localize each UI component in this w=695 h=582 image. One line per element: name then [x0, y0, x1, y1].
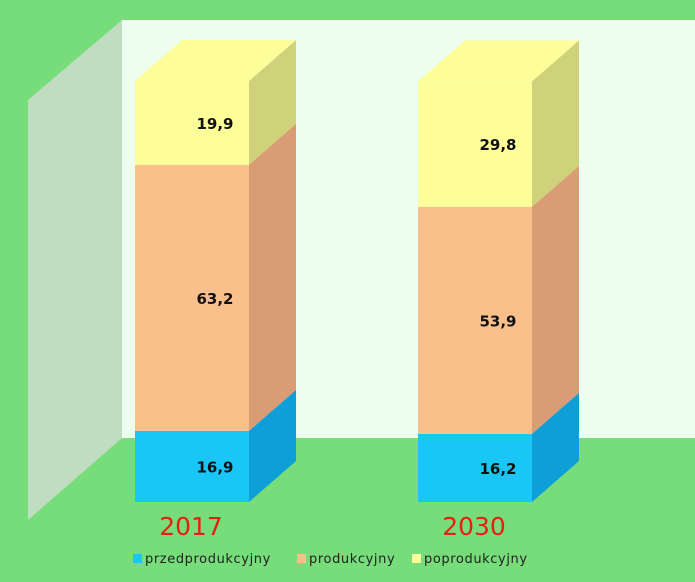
data-label: 53,9	[479, 312, 516, 330]
category-labels: 2017 2030	[159, 512, 506, 541]
data-label: 63,2	[196, 290, 233, 308]
bar-side-face	[249, 389, 296, 502]
data-label: 29,8	[479, 136, 516, 154]
bar-front-face	[135, 81, 249, 165]
legend: przedprodukcyjny produkcyjny poprodukcyjny	[133, 552, 528, 567]
legend-item-przedprodukcyjny: przedprodukcyjny	[133, 552, 271, 567]
bar-side-face	[532, 40, 579, 207]
bar-segment-2017-produkcyjny: 63,2	[135, 123, 296, 431]
bar-segment-2017-poprodukcyjny: 19,9	[135, 40, 296, 165]
side-wall	[28, 20, 122, 520]
legend-label: poprodukcyjny	[424, 552, 528, 567]
bar-front-face	[135, 164, 249, 431]
bars-group: 16,9 63,2 19,9 16,2 53,9 29,8	[135, 40, 579, 502]
data-label: 19,9	[196, 115, 233, 133]
bar-segment-2017-przedprodukcyjny: 16,9	[135, 389, 296, 502]
bar-side-face	[249, 123, 296, 431]
bar-side-face	[532, 165, 579, 434]
bar-front-face	[418, 206, 532, 434]
data-label: 16,9	[196, 458, 233, 476]
bar-segment-2030-poprodukcyjny: 29,8	[418, 40, 579, 207]
bar-side-face	[532, 392, 579, 502]
legend-swatch	[412, 554, 421, 563]
category-label-2030: 2030	[442, 512, 506, 541]
bar-segment-2030-produkcyjny: 53,9	[418, 165, 579, 434]
bar-front-face	[418, 433, 532, 502]
legend-item-poprodukcyjny: poprodukcyjny	[412, 552, 528, 567]
bar-side-face	[249, 40, 296, 165]
category-label-2017: 2017	[159, 512, 223, 541]
bar-top-face	[418, 40, 579, 82]
bar-front-face	[418, 81, 532, 207]
legend-label: przedprodukcyjny	[145, 552, 271, 567]
bar-front-face	[135, 430, 249, 502]
bar-top-face	[135, 40, 296, 81]
data-label: 16,2	[479, 460, 516, 478]
legend-swatch	[297, 554, 306, 563]
legend-item-produkcyjny: produkcyjny	[297, 552, 395, 567]
legend-swatch	[133, 554, 142, 563]
legend-label: produkcyjny	[309, 552, 395, 567]
bar-segment-2030-przedprodukcyjny: 16,2	[418, 392, 579, 502]
